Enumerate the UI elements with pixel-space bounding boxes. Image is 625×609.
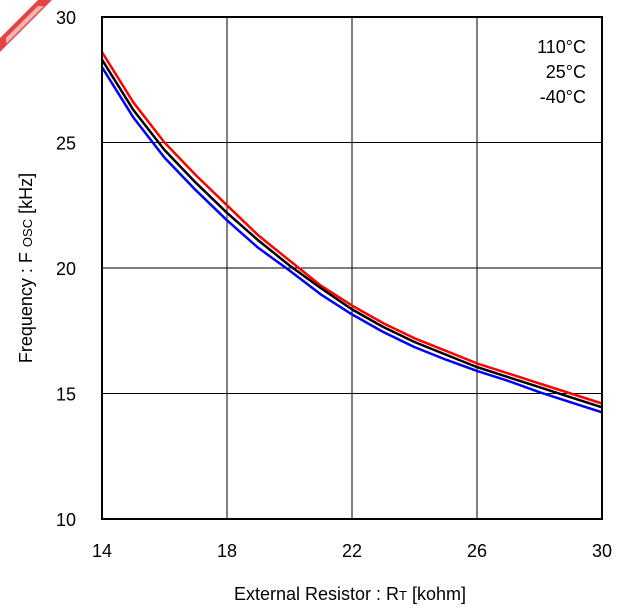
x-axis-label-subscript: T (399, 588, 407, 603)
y-axis-label-subscript: OSC (20, 219, 35, 247)
y-tick-label-3: 25 (56, 134, 76, 154)
x-axis-label-unit: [kohm] (407, 584, 466, 604)
y-tick-labels: 10 15 20 25 30 (56, 8, 76, 530)
series-line-0 (100, 51, 603, 405)
legend-entry-0: 110°C (537, 37, 586, 57)
y-tick-label-2: 20 (56, 259, 76, 279)
y-tick-label-1: 15 (56, 385, 76, 405)
x-tick-label-1: 18 (217, 541, 237, 561)
series-lines (100, 51, 603, 414)
legend-entry-1: 25°C (546, 62, 586, 82)
x-tick-label-0: 14 (92, 541, 112, 561)
x-tick-label-2: 22 (342, 541, 362, 561)
x-tick-labels: 14 18 22 26 30 (92, 541, 612, 561)
y-axis-label-unit: [kHz] (16, 173, 36, 219)
corner-ribbon-decoration-inner (6, 6, 44, 44)
x-tick-label-3: 26 (467, 541, 487, 561)
corner-ribbon-decoration (0, 0, 52, 52)
x-tick-label-4: 30 (592, 541, 612, 561)
legend-entry-2: -40°C (540, 87, 586, 107)
x-axis-label: External Resistor : RT [kohm] (234, 584, 466, 604)
y-tick-label-4: 30 (56, 8, 76, 28)
plot-area-frame (101, 16, 603, 520)
series-line-1 (100, 59, 603, 409)
legend: 110°C 25°C -40°C (537, 37, 586, 107)
x-axis-label-main: External Resistor : R (234, 584, 399, 604)
y-axis-label: Frequency : F OSC [kHz] (16, 173, 36, 363)
y-axis-label-main: Frequency : F (16, 247, 36, 363)
y-tick-label-0: 10 (56, 510, 76, 530)
series-line-2 (100, 66, 603, 414)
